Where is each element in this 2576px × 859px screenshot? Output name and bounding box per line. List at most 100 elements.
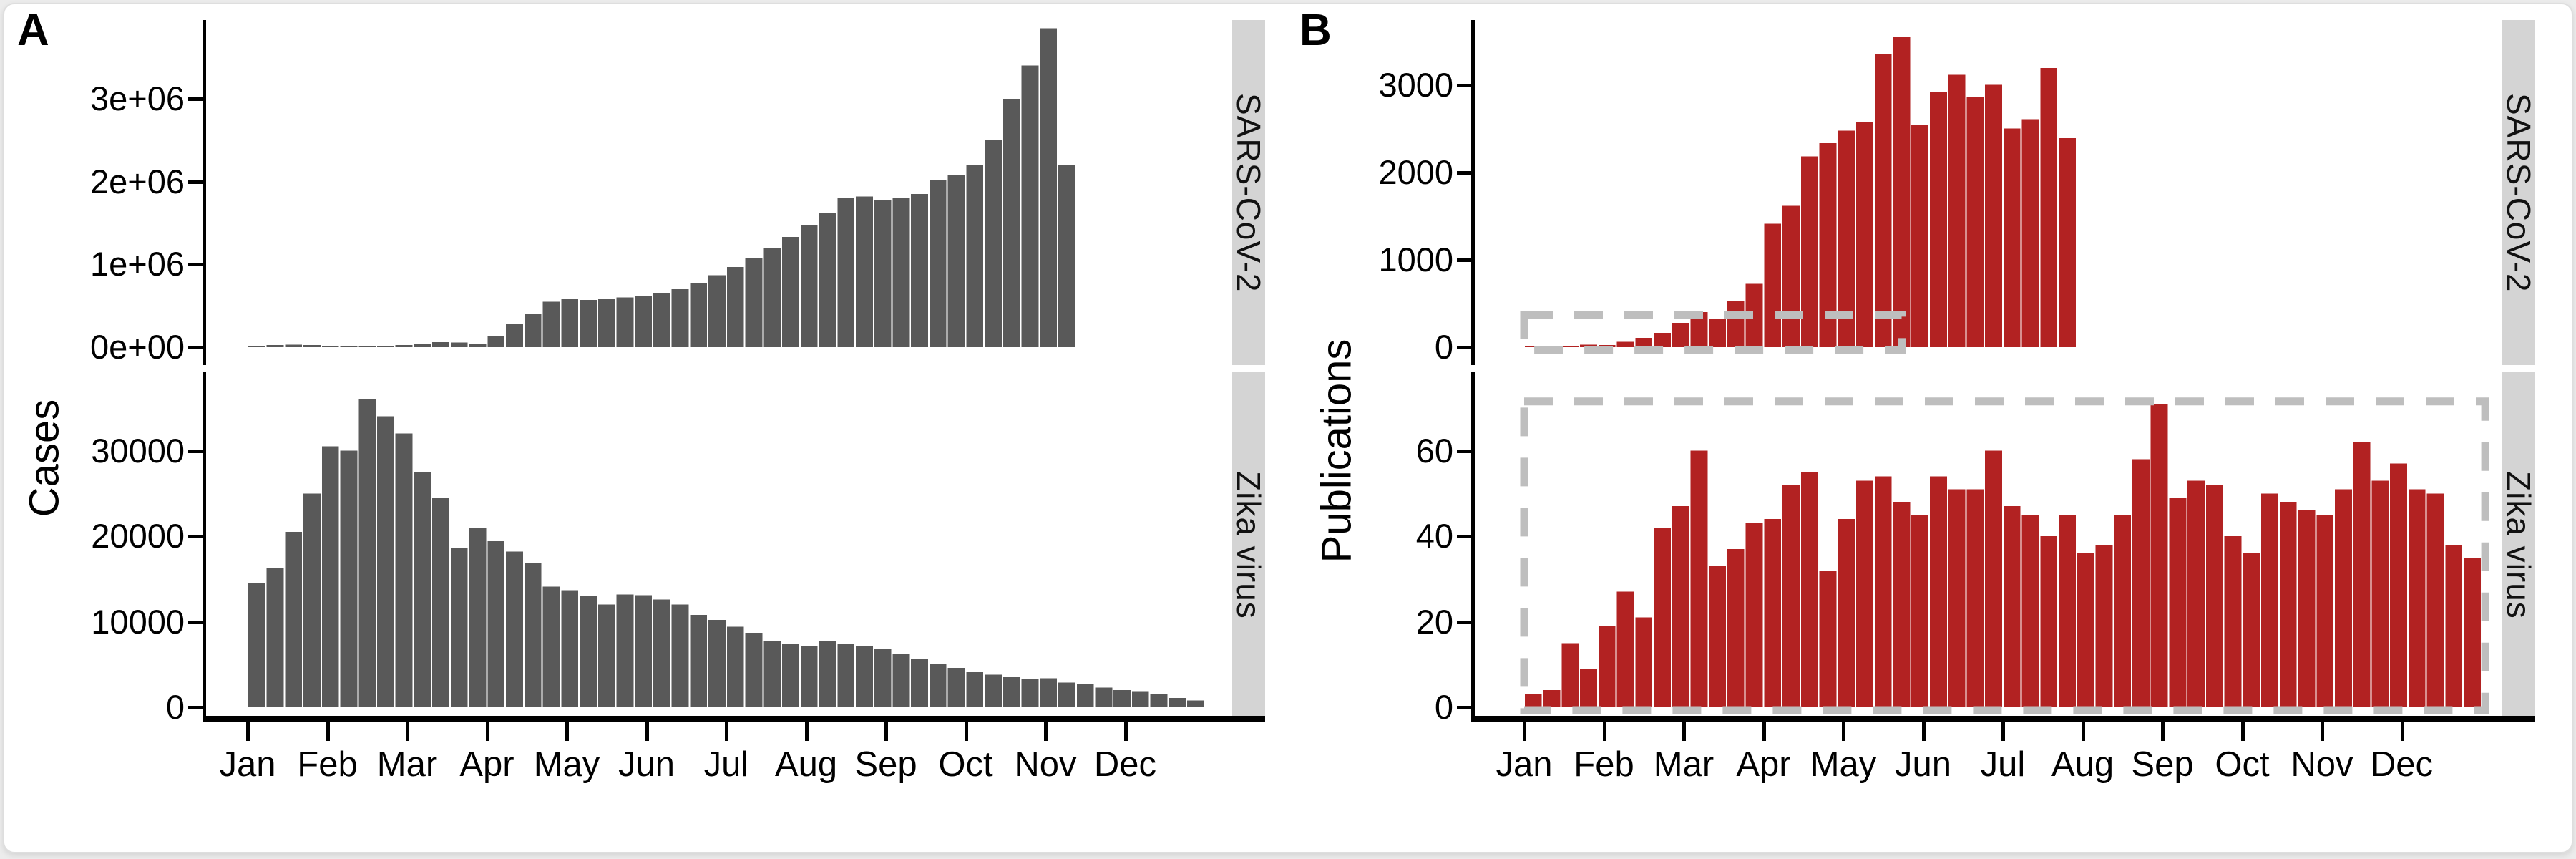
bar-week-5 <box>1598 626 1616 707</box>
panel-b-label: B <box>1299 6 1332 55</box>
bar-week-30 <box>782 237 799 347</box>
bar-week-16 <box>524 314 542 347</box>
y-tick-label: 0 <box>1434 328 1453 366</box>
bar-week-5 <box>321 446 339 707</box>
bar-week-25 <box>690 614 708 707</box>
bar-week-52 <box>2464 557 2481 707</box>
panel-b-zika-virus-publications-chart <box>1475 372 2489 716</box>
bar-week-42 <box>2279 502 2297 707</box>
month-label: Oct <box>938 745 993 784</box>
bar-week-8 <box>1654 332 1671 347</box>
panel-a-zika-virus-cases-chart <box>206 372 1216 716</box>
bar-week-15 <box>506 551 523 707</box>
bar-week-3 <box>285 344 303 347</box>
bar-week-13 <box>1745 523 1763 707</box>
bar-week-48 <box>1113 690 1131 707</box>
y-tick-label: 10000 <box>91 602 185 641</box>
month-tick <box>1762 722 1766 741</box>
bar-week-7 <box>358 346 376 347</box>
month-label: Apr <box>1736 745 1791 784</box>
bar-week-18 <box>561 590 579 707</box>
month-label: Aug <box>774 745 838 784</box>
y-tick <box>1457 535 1471 538</box>
y-tick-label: 2000 <box>1378 153 1453 191</box>
bar-week-28 <box>745 633 763 707</box>
bar-week-46 <box>1076 684 1094 707</box>
bar-week-36 <box>892 654 910 707</box>
bar-week-21 <box>616 594 634 707</box>
bar-week-45 <box>1058 682 1075 707</box>
bar-week-17 <box>1819 570 1837 707</box>
bar-week-38 <box>929 180 947 347</box>
month-label: Nov <box>2290 745 2353 784</box>
facet-strip-label: SARS-CoV-2 <box>1230 92 1267 293</box>
bar-week-26 <box>1985 84 2002 348</box>
bar-week-42 <box>1002 98 1020 347</box>
bar-week-45 <box>1058 165 1075 347</box>
panel-a-facet-strip-sars-cov-2: SARS-CoV-2 <box>1230 20 1267 365</box>
bar-week-11 <box>432 342 449 347</box>
bar-week-10 <box>1690 450 1708 707</box>
y-tick <box>1457 346 1471 349</box>
month-label: Jan <box>1496 745 1553 784</box>
bar-week-11 <box>1709 566 1726 707</box>
bar-week-21 <box>1893 37 1911 348</box>
y-tick <box>1457 171 1471 175</box>
bar-week-3 <box>285 532 303 707</box>
month-tick <box>1602 722 1606 741</box>
bar-week-28 <box>745 258 763 347</box>
highlight-dashed-box <box>1520 311 1906 354</box>
month-label: May <box>533 745 600 784</box>
y-tick <box>1457 706 1471 709</box>
bar-week-23 <box>653 599 670 707</box>
month-label: Aug <box>2051 745 2114 784</box>
bar-week-23 <box>1930 92 1947 348</box>
month-tick <box>1123 722 1128 741</box>
bar-week-20 <box>1874 54 1892 347</box>
y-tick-label: 20000 <box>91 517 185 555</box>
month-tick <box>406 722 409 741</box>
bar-week-31 <box>800 646 818 707</box>
y-tick <box>188 535 203 538</box>
bar-week-43 <box>1021 65 1039 347</box>
month-label: Feb <box>1574 745 1634 784</box>
bar-week-41 <box>2261 493 2278 708</box>
bar-week-38 <box>929 664 947 707</box>
bar-week-9 <box>1672 506 1689 707</box>
bar-week-22 <box>1911 515 1928 707</box>
month-tick <box>804 722 809 741</box>
panel-a-label: A <box>17 6 49 55</box>
y-tick-label: 0e+00 <box>89 328 185 366</box>
bar-week-32 <box>819 213 836 347</box>
bar-week-25 <box>690 282 708 347</box>
bar-week-35 <box>2150 403 2168 707</box>
bar-week-27 <box>726 626 744 707</box>
bar-week-27 <box>2003 506 2021 707</box>
y-tick <box>188 346 203 349</box>
bar-week-23 <box>653 293 670 347</box>
bar-week-39 <box>947 175 965 347</box>
bar-week-40 <box>966 672 984 707</box>
bar-week-11 <box>1709 319 1726 347</box>
bar-week-6 <box>1616 341 1634 347</box>
month-label: Mar <box>376 745 438 784</box>
bar-week-10 <box>414 343 431 347</box>
month-label: Sep <box>2131 745 2194 784</box>
month-tick <box>485 722 489 741</box>
bar-week-17 <box>542 301 560 347</box>
bar-week-32 <box>2095 545 2113 707</box>
bar-week-18 <box>561 299 579 347</box>
y-tick <box>1457 620 1471 624</box>
bar-week-45 <box>2335 489 2352 707</box>
bar-week-29 <box>763 640 781 707</box>
bar-week-22 <box>1911 125 1928 347</box>
month-tick <box>1523 722 1526 741</box>
bar-week-16 <box>1800 472 1818 707</box>
bar-week-18 <box>1838 519 1855 707</box>
bar-week-50 <box>1150 694 1168 707</box>
bar-week-21 <box>1893 502 1911 707</box>
bar-week-39 <box>947 668 965 707</box>
month-label: Jun <box>618 745 675 784</box>
bar-week-21 <box>616 297 634 347</box>
